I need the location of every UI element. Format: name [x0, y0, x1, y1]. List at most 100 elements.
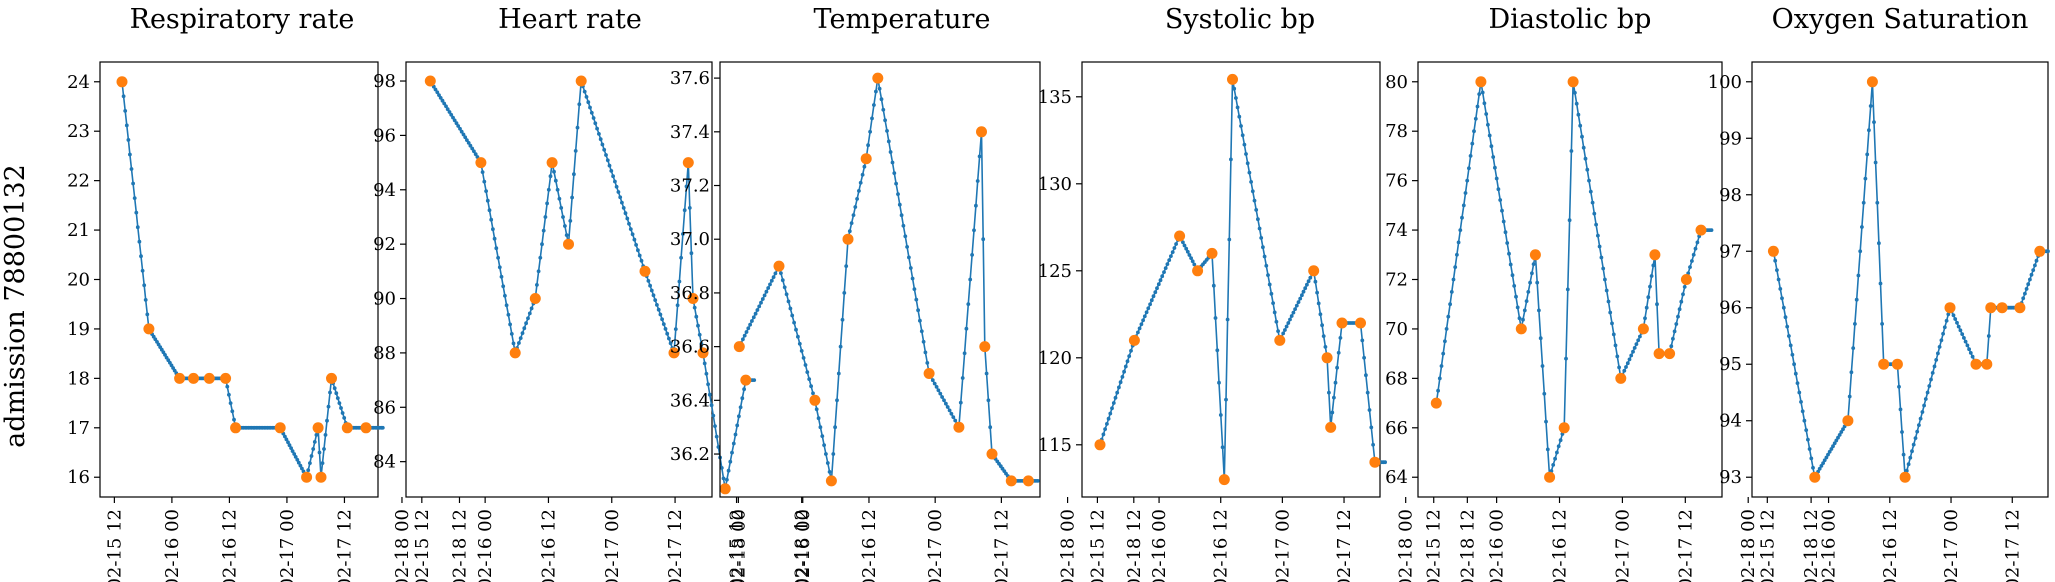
- interpolated-point: [1671, 336, 1675, 341]
- interpolated-point: [1105, 422, 1109, 426]
- observed-point: [668, 347, 680, 359]
- y-tick-label: 100: [1708, 72, 1742, 93]
- panel-systolic-bp: Systolic bp 115 120 125 130 135 02-15 12 02-16…: [1038, 4, 1479, 582]
- interpolated-point: [1467, 166, 1471, 171]
- interpolated-point: [1915, 429, 1920, 434]
- interpolated-point: [2021, 296, 2026, 301]
- interpolated-point: [1781, 305, 1786, 310]
- interpolated-point: [1301, 289, 1306, 294]
- interpolated-point: [526, 316, 530, 321]
- interpolated-point: [944, 401, 948, 406]
- interpolated-point: [1498, 198, 1503, 202]
- interpolated-point: [591, 116, 596, 120]
- interpolated-point: [1530, 271, 1534, 276]
- interpolated-point: [730, 450, 734, 455]
- interpolated-point: [286, 440, 290, 445]
- interpolated-point: [290, 449, 295, 453]
- interpolated-point: [1153, 290, 1158, 295]
- interpolated-point: [755, 308, 760, 312]
- y-tick-label: 17: [67, 418, 90, 439]
- interpolated-point: [1149, 298, 1154, 303]
- interpolated-point: [1558, 438, 1563, 443]
- interpolated-point: [1822, 458, 1827, 463]
- interpolated-point: [445, 107, 450, 112]
- interpolated-point: [1165, 262, 1170, 266]
- interpolated-point: [1139, 322, 1144, 327]
- interpolated-point: [564, 233, 569, 238]
- interpolated-point: [905, 245, 909, 249]
- interpolated-point: [1920, 410, 1925, 414]
- observed-point: [697, 347, 709, 359]
- interpolated-point: [1192, 262, 1197, 267]
- interpolated-point: [600, 142, 605, 147]
- interpolated-point: [284, 437, 289, 442]
- interpolated-point: [1106, 416, 1111, 421]
- interpolated-point: [1453, 265, 1458, 269]
- interpolated-point: [1111, 401, 1116, 405]
- interpolated-point: [1528, 280, 1532, 285]
- interpolated-point: [1944, 318, 1949, 323]
- x-tick-label: 02-17 12: [1334, 509, 1355, 582]
- y-tick-label: 99: [1719, 128, 1742, 149]
- interpolated-point: [1259, 236, 1264, 240]
- interpolated-point: [675, 303, 680, 308]
- interpolated-point: [881, 107, 886, 112]
- interpolated-point: [1103, 427, 1107, 431]
- interpolated-point: [1364, 373, 1368, 378]
- interpolated-point: [522, 326, 527, 331]
- interpolated-point: [1517, 316, 1522, 321]
- y-tick-label: 37.2: [670, 176, 710, 197]
- interpolated-point: [704, 371, 709, 376]
- interpolated-point: [1473, 116, 1478, 121]
- interpolated-point: [1512, 284, 1517, 288]
- interpolated-point: [1849, 370, 1854, 375]
- interpolated-point: [1215, 348, 1220, 353]
- interpolated-point: [1365, 390, 1370, 395]
- interpolated-point: [295, 457, 300, 462]
- observed-point: [1558, 422, 1570, 434]
- y-tick-label: 98: [373, 71, 396, 92]
- interpolated-point: [818, 425, 823, 430]
- interpolated-point: [1521, 317, 1525, 322]
- interpolated-point: [339, 406, 343, 410]
- interpolated-point: [124, 123, 129, 128]
- interpolated-point: [228, 401, 233, 405]
- interpolated-point: [1968, 351, 1973, 355]
- interpolated-point: [433, 87, 438, 92]
- interpolated-point: [517, 341, 521, 345]
- interpolated-point: [1923, 397, 1928, 401]
- interpolated-point: [1898, 407, 1903, 412]
- interpolated-point: [733, 432, 738, 437]
- interpolated-point: [1472, 129, 1476, 134]
- interpolated-point: [738, 405, 743, 410]
- x-tick-label: 02-17 00: [602, 509, 623, 582]
- interpolated-point: [1336, 350, 1341, 355]
- observed-point: [1325, 421, 1337, 433]
- interpolated-point: [1508, 262, 1513, 267]
- interpolated-point: [883, 118, 887, 123]
- interpolated-point: [1910, 449, 1914, 454]
- observed-point: [1274, 334, 1286, 346]
- observed-point: [315, 471, 327, 483]
- interpolated-point: [1170, 250, 1175, 255]
- interpolated-point: [1288, 317, 1292, 322]
- interpolated-point: [930, 378, 935, 383]
- interpolated-point: [454, 121, 459, 126]
- observed-point: [1355, 317, 1366, 329]
- interpolated-point: [748, 322, 752, 327]
- interpolated-point: [1939, 338, 1944, 343]
- panel-title: Oxygen Saturation: [1772, 4, 2029, 35]
- interpolated-point: [2026, 282, 2031, 287]
- interpolated-point: [577, 102, 582, 107]
- observed-point: [1680, 274, 1692, 285]
- interpolated-point: [1693, 246, 1698, 251]
- interpolated-point: [1245, 161, 1250, 166]
- interpolated-point: [1266, 273, 1270, 277]
- interpolated-point: [1308, 275, 1313, 280]
- interpolated-point: [1804, 428, 1809, 432]
- interpolated-point: [1831, 444, 1835, 449]
- interpolated-point: [504, 303, 509, 308]
- interpolated-point: [1244, 152, 1248, 156]
- observed-point: [360, 422, 372, 434]
- y-tick-label: 98: [1719, 185, 1742, 206]
